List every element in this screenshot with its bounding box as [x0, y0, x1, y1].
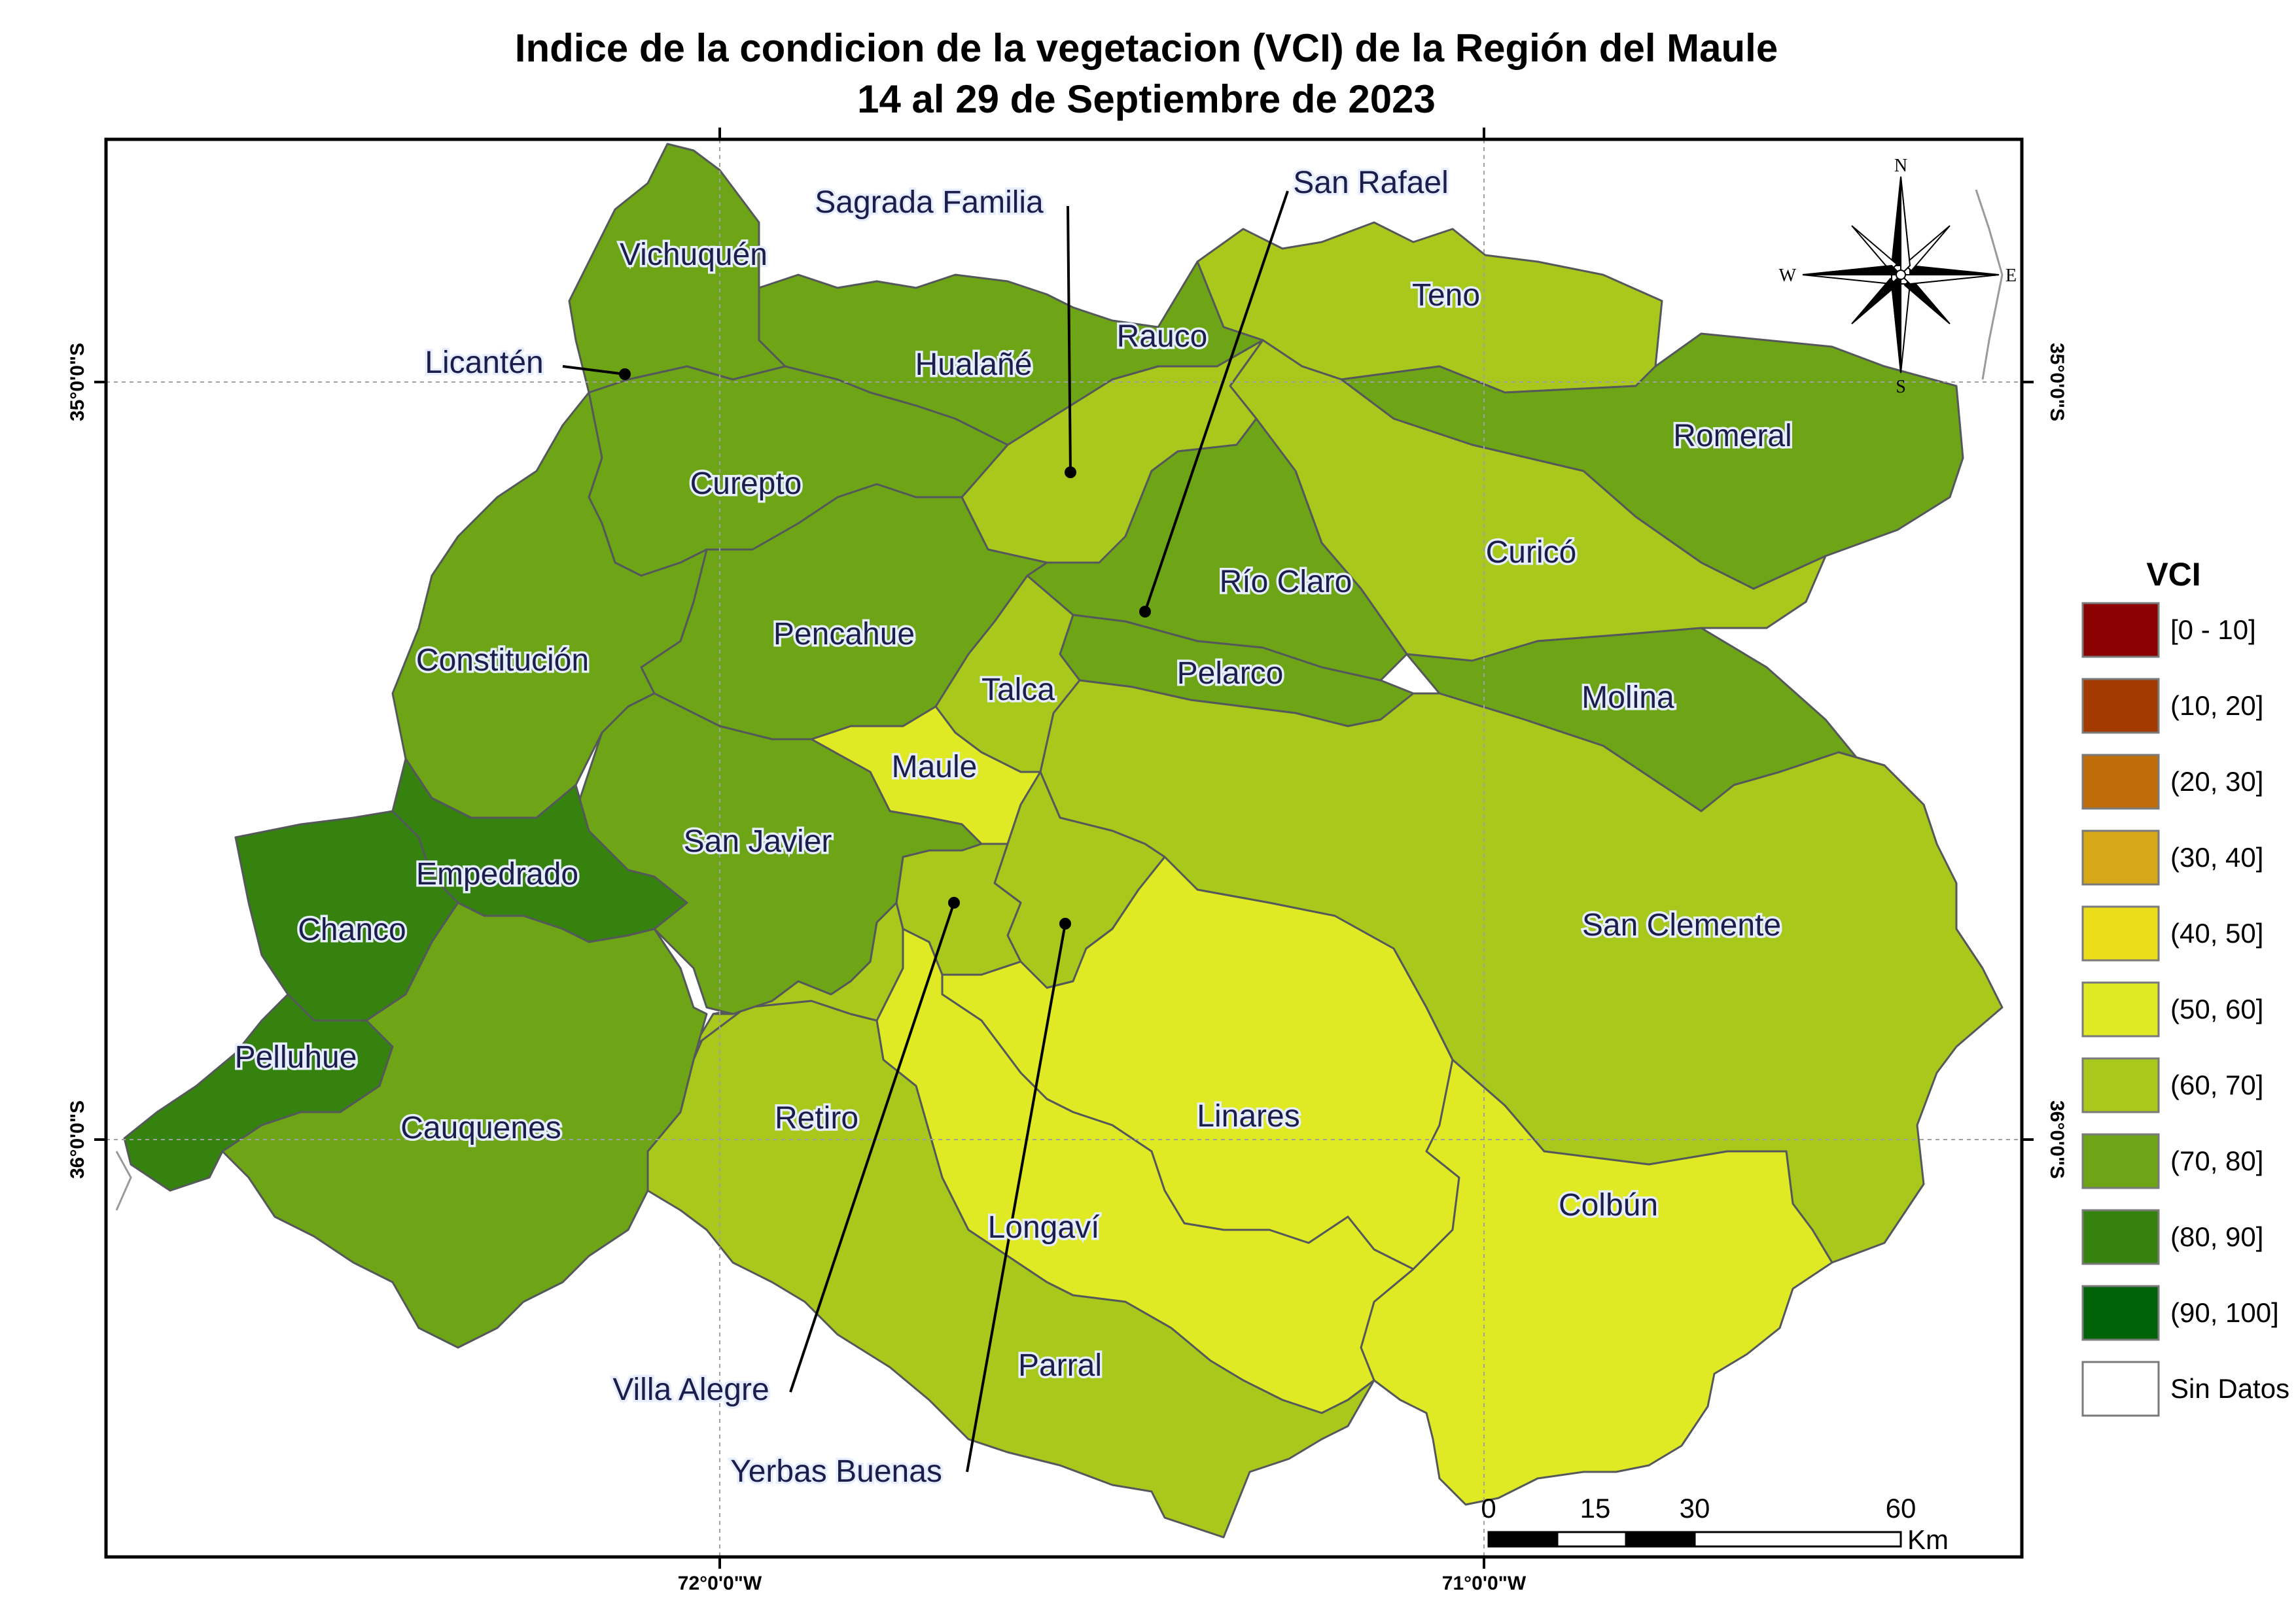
point-yerbas-buenas [1059, 918, 1071, 930]
label-maule: Maule [892, 750, 978, 784]
neighbour-boundary [1975, 189, 2004, 380]
label-retiro: Retiro [775, 1101, 858, 1136]
point-sagrada-familia [1065, 466, 1076, 478]
label-hualane: Hualañé [915, 347, 1033, 382]
legend-label: (20, 30] [2170, 766, 2263, 797]
point-villa-alegre [948, 897, 960, 909]
legend-label: (90, 100] [2170, 1297, 2279, 1328]
label-parral: Parral [1018, 1348, 1102, 1383]
label-villa-alegre: Villa Alegre [612, 1372, 769, 1407]
legend-swatch [2081, 1209, 2160, 1265]
graticule [106, 139, 2022, 1557]
legend-title: VCI [2146, 556, 2200, 593]
scale-bar: 0 15 30 60 Km [1481, 1493, 1949, 1555]
coord-label-36s-right: 36°0'0"S [2046, 1100, 2068, 1179]
label-molina: Molina [1581, 680, 1674, 715]
comuna-colbun[interactable] [1360, 1006, 1833, 1506]
legend-swatch [2081, 905, 2160, 962]
comunas-layer [123, 143, 2004, 1539]
label-colbun: Colbún [1559, 1188, 1658, 1223]
legend-label: (70, 80] [2170, 1145, 2263, 1176]
comuna-cauquenes[interactable] [221, 901, 708, 1349]
leader-sagrada-familia [1067, 205, 1072, 473]
legend-swatch [2081, 754, 2160, 810]
scale-tick-15: 15 [1580, 1493, 1611, 1524]
legend-label: (80, 90] [2170, 1221, 2263, 1252]
legend-swatch [2081, 1133, 2160, 1189]
scale-tick-30: 30 [1680, 1493, 1710, 1524]
leader-lines [562, 190, 1289, 1473]
neighbour-boundary [115, 1151, 132, 1211]
legend: VCI [0 - 10] (10, 20] (20, 30] (30, 40] (40,… [2081, 556, 2289, 1417]
label-san-javier: San Javier [684, 824, 832, 859]
label-curepto: Curepto [690, 466, 802, 501]
comuna-labels: Vichuquén Licantén Hualañé Sagrada Famil… [232, 164, 1794, 1492]
leader-yerbas-buenas [966, 923, 1067, 1473]
scale-unit: Km [1907, 1524, 1949, 1555]
leader-villa-alegre [789, 902, 955, 1393]
leader-san-rafael [1144, 190, 1289, 612]
legend-label: Sin Datos [2170, 1373, 2289, 1404]
scale-tick-0: 0 [1481, 1493, 1496, 1524]
label-cauquenes: Cauquenes [400, 1111, 561, 1145]
legend-label: (10, 20] [2170, 690, 2263, 721]
legend-swatch [2081, 1285, 2160, 1341]
label-longavi: Longaví [988, 1210, 1100, 1245]
comuna-hualane[interactable] [758, 260, 1264, 446]
label-san-clemente: San Clemente [1582, 908, 1781, 943]
legend-swatch [2081, 678, 2160, 734]
label-curico: Curicó [1486, 535, 1577, 570]
scale-tick-60: 60 [1886, 1493, 1916, 1524]
legend-label: (50, 60] [2170, 994, 2263, 1024]
label-san-rafael: San Rafael [1293, 166, 1449, 200]
map-frame [104, 137, 2024, 1559]
compass-s-label: S [1896, 377, 1906, 397]
legend-label: (40, 50] [2170, 918, 2263, 949]
coord-label-36s-left: 36°0'0"S [67, 1100, 88, 1179]
label-pelarco: Pelarco [1177, 656, 1284, 691]
legend-label: (60, 70] [2170, 1070, 2263, 1100]
coord-label-35s-right: 35°0'0"S [2046, 343, 2068, 421]
legend-swatch [2081, 602, 2160, 658]
label-teno: Teno [1412, 278, 1480, 313]
point-licanten [619, 368, 631, 380]
label-yerbas-buenas: Yerbas Buenas [730, 1454, 942, 1489]
compass-rose: N S E W [1779, 156, 2017, 397]
legend-swatch [2081, 829, 2160, 886]
legend-swatch [2081, 1057, 2160, 1113]
coord-label-72w: 72°0'0"W [678, 1573, 762, 1594]
compass-e-label: E [2005, 266, 2017, 286]
label-romeral: Romeral [1673, 419, 1792, 453]
compass-w-label: W [1779, 266, 1797, 286]
compass-n-label: N [1894, 156, 1907, 176]
map-title: Indice de la condicion de la vegetacion … [515, 26, 1778, 70]
frame-ticks [94, 128, 2034, 1569]
label-pencahue: Pencahue [773, 617, 915, 652]
legend-swatch [2081, 1361, 2160, 1417]
label-sagrada-familia: Sagrada Familia [815, 185, 1044, 220]
comuna-parral[interactable] [646, 1000, 1375, 1539]
label-licanten: Licantén [425, 345, 543, 380]
legend-swatch [2081, 981, 2160, 1038]
label-vichuquen: Vichuquén [620, 237, 768, 272]
point-san-rafael [1139, 606, 1151, 618]
coord-label-71w: 71°0'0"W [1442, 1573, 1527, 1594]
label-linares: Linares [1197, 1099, 1299, 1134]
label-constitucion: Constitución [416, 643, 589, 678]
legend-label: (30, 40] [2170, 842, 2263, 873]
coord-label-35s-left: 35°0'0"S [67, 343, 88, 421]
leader-licanten [562, 365, 626, 375]
map-subtitle: 14 al 29 de Septiembre de 2023 [857, 77, 1436, 121]
comuna-vichuquen[interactable] [568, 143, 786, 394]
label-rauco: Rauco [1117, 319, 1208, 354]
label-pelluhue: Pelluhue [235, 1040, 357, 1075]
leader-points [619, 368, 1151, 930]
label-empedrado: Empedrado [416, 857, 578, 892]
label-rio-claro: Río Claro [1220, 565, 1352, 599]
label-chanco: Chanco [298, 913, 406, 947]
label-talca: Talca [981, 672, 1055, 707]
legend-label: [0 - 10] [2170, 614, 2256, 645]
